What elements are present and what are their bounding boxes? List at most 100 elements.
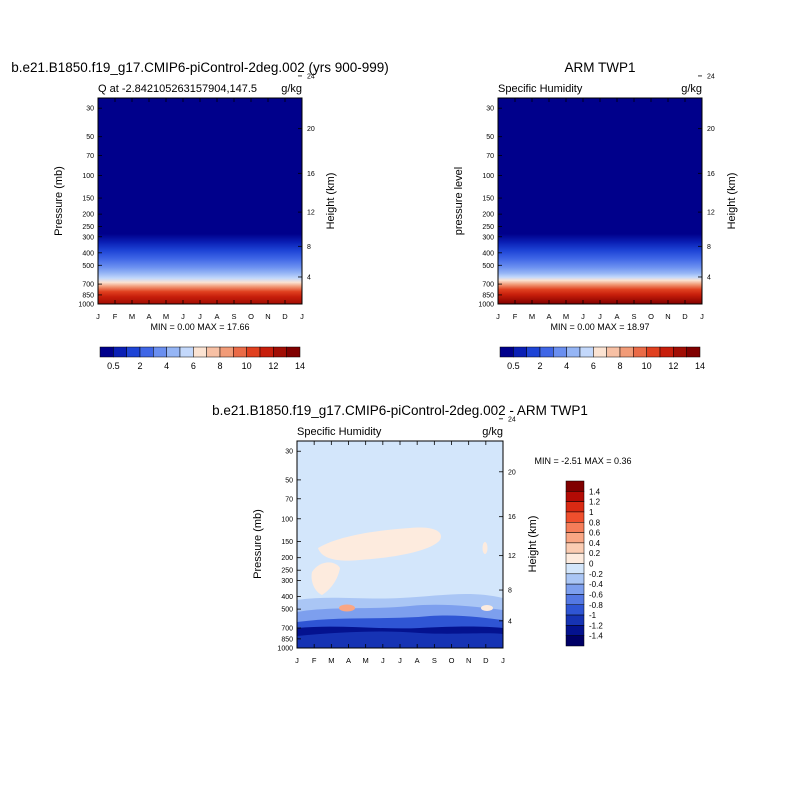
panel-obs-variable-label: Specific Humidity xyxy=(498,83,583,95)
colorbar-label: 12 xyxy=(268,361,278,371)
month-tick-label: N xyxy=(665,312,670,321)
month-tick-label: D xyxy=(483,656,489,665)
pressure-tick-label: 200 xyxy=(82,212,94,219)
panel-obs-plot-area xyxy=(497,97,703,305)
colorbar-swatch xyxy=(499,346,514,358)
pressure-tick-label: 850 xyxy=(482,292,494,299)
colorbar-swatch xyxy=(646,346,661,358)
panel-diff-positive-spot-upper-dec xyxy=(482,542,488,554)
colorbar-swatch xyxy=(619,346,634,358)
diff-colorbar-swatch xyxy=(565,552,585,564)
panel-diff-colorbar: 1.41.210.80.60.40.20-0.2-0.4-0.6-0.8-1-1… xyxy=(565,480,603,647)
month-tick-label: A xyxy=(546,312,551,321)
pressure-tick-label: 50 xyxy=(285,477,293,484)
diff-colorbar-label: -0.6 xyxy=(589,590,603,599)
month-tick-label: J xyxy=(398,656,402,665)
colorbar-label: 8 xyxy=(217,361,222,371)
pressure-tick-label: 30 xyxy=(285,449,293,456)
colorbar-label: 12 xyxy=(668,361,678,371)
pressure-tick-label: 400 xyxy=(482,250,494,257)
panel-diff-pressure-ticks: 30 50 70 100 150 200 250 300 400 500 700 850 1000 xyxy=(277,449,301,653)
diff-colorbar-label: -1.2 xyxy=(589,621,603,630)
diff-colorbar-swatch xyxy=(565,491,585,502)
colorbar-swatch xyxy=(606,346,621,358)
month-tick-label: J xyxy=(598,312,602,321)
colorbar-label: 8 xyxy=(617,361,622,371)
panel-diff-title: b.e21.B1850.f19_g17.CMIP6-piControl-2deg… xyxy=(212,403,588,418)
pressure-tick-label: 300 xyxy=(482,234,494,241)
colorbar-swatch xyxy=(193,346,207,358)
panel-model-min-max: MIN = 0.00 MAX = 17.66 xyxy=(150,322,249,332)
panel-diff-positive-region-upper xyxy=(318,527,441,561)
height-tick-label: 24 xyxy=(307,73,315,80)
pressure-tick-label: 100 xyxy=(281,516,293,523)
colorbar-swatch xyxy=(166,346,181,358)
height-tick-label: 12 xyxy=(508,553,516,560)
diff-colorbar-swatch xyxy=(565,532,585,544)
pressure-tick-label: 700 xyxy=(281,625,293,632)
month-tick-label: O xyxy=(449,656,455,665)
panel-model-units-label: g/kg xyxy=(281,83,302,95)
colorbar-swatch xyxy=(99,346,114,358)
height-tick-label: 16 xyxy=(707,171,715,178)
panel-model-variable-label: Q at -2.842105263157904,147.5 xyxy=(98,83,257,95)
panel-model-pressure-ticks: 30 50 70 100 150 200 250 300 400 500 700 850 1000 xyxy=(78,106,102,309)
pressure-tick-label: 150 xyxy=(281,539,293,546)
height-tick-label: 24 xyxy=(508,416,516,423)
colorbar-swatch xyxy=(566,346,581,358)
panel-diff-right-axis-label: Height (km) xyxy=(527,516,539,573)
height-tick-label: 12 xyxy=(707,210,715,217)
height-tick-label: 12 xyxy=(307,210,315,217)
pressure-tick-label: 200 xyxy=(281,555,293,562)
month-tick-label: D xyxy=(682,312,688,321)
diff-colorbar-swatch xyxy=(565,583,585,595)
pressure-tick-label: 50 xyxy=(86,134,94,141)
colorbar-swatch xyxy=(513,346,527,358)
colorbar-swatch xyxy=(593,346,607,358)
diff-colorbar-label: -0.8 xyxy=(589,601,603,610)
pressure-tick-label: 850 xyxy=(281,636,293,643)
colorbar-label: 2 xyxy=(137,361,142,371)
diff-colorbar-label: 0 xyxy=(589,560,594,569)
panel-model-plot-area xyxy=(97,97,303,305)
month-tick-label: M xyxy=(529,312,535,321)
height-tick-label: 20 xyxy=(307,126,315,133)
colorbar-swatch xyxy=(526,346,541,358)
colorbar-label: 6 xyxy=(191,361,196,371)
month-tick-label: M xyxy=(328,656,334,665)
diff-colorbar-swatch xyxy=(565,635,585,647)
month-tick-label: J xyxy=(496,312,500,321)
panel-diff-units-label: g/kg xyxy=(482,426,503,438)
colorbar-swatch xyxy=(246,346,261,358)
pressure-tick-label: 100 xyxy=(482,173,494,180)
diff-colorbar-swatch xyxy=(565,573,585,585)
panel-obs-title: ARM TWP1 xyxy=(564,60,635,75)
panel-model: b.e21.B1850.f19_g17.CMIP6-piControl-2deg… xyxy=(11,60,389,371)
colorbar-swatch xyxy=(659,346,674,358)
diff-colorbar-label: -0.4 xyxy=(589,580,603,589)
pressure-tick-label: 150 xyxy=(482,196,494,203)
colorbar-label: 14 xyxy=(695,361,705,371)
colorbar-label: 6 xyxy=(591,361,596,371)
colorbar-swatch xyxy=(539,346,554,358)
colorbar-swatch xyxy=(233,346,247,358)
colorbar-swatch xyxy=(113,346,127,358)
diff-colorbar-label: 0.8 xyxy=(589,518,601,527)
diff-colorbar-swatch xyxy=(565,563,585,575)
month-tick-label: J xyxy=(295,656,299,665)
month-tick-label: D xyxy=(282,312,288,321)
diff-colorbar-swatch xyxy=(565,542,585,554)
colorbar-swatch xyxy=(673,346,687,358)
height-tick-label: 20 xyxy=(707,126,715,133)
colorbar-label: 4 xyxy=(164,361,169,371)
pressure-tick-label: 1000 xyxy=(78,302,94,309)
month-tick-label: M xyxy=(363,656,369,665)
colorbar-swatch xyxy=(153,346,167,358)
colorbar-swatch xyxy=(126,346,141,358)
pressure-tick-label: 150 xyxy=(82,196,94,203)
colorbar-label: 14 xyxy=(295,361,305,371)
diff-colorbar-label: 1.4 xyxy=(589,487,601,496)
panel-obs-min-max: MIN = 0.00 MAX = 18.97 xyxy=(550,322,649,332)
panel-model-title: b.e21.B1850.f19_g17.CMIP6-piControl-2deg… xyxy=(11,60,389,75)
